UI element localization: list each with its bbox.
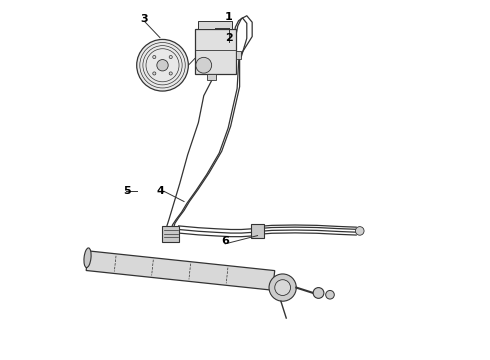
Circle shape	[196, 57, 212, 73]
Circle shape	[169, 72, 172, 75]
Text: 3: 3	[141, 14, 148, 24]
Bar	[195, 30, 236, 74]
Text: 2: 2	[225, 33, 233, 43]
Circle shape	[137, 40, 188, 91]
Circle shape	[326, 291, 334, 299]
Bar	[207, 74, 216, 80]
Text: 6: 6	[221, 236, 229, 246]
Circle shape	[269, 274, 296, 301]
Circle shape	[153, 72, 156, 75]
Circle shape	[313, 288, 324, 298]
Polygon shape	[86, 251, 275, 290]
Bar	[198, 22, 232, 30]
Circle shape	[157, 59, 168, 71]
Text: 5: 5	[123, 186, 130, 197]
Circle shape	[169, 55, 172, 59]
Circle shape	[355, 226, 364, 235]
Ellipse shape	[84, 248, 91, 267]
Text: 4: 4	[157, 186, 165, 197]
FancyBboxPatch shape	[162, 226, 179, 242]
Text: 1: 1	[225, 12, 233, 22]
Bar	[236, 51, 242, 59]
Circle shape	[275, 280, 291, 296]
Circle shape	[153, 55, 156, 59]
FancyBboxPatch shape	[251, 224, 264, 238]
